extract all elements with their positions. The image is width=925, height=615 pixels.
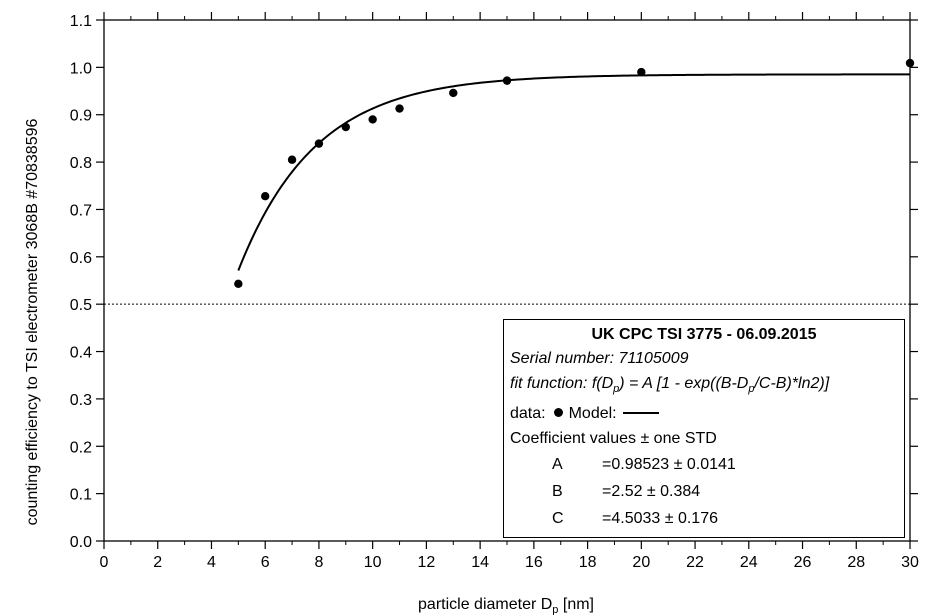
axes-layer: 0 2 4 6 8 10 12 14 16 18 20 22 24 26 28 300.00.10.20.30… [70, 12, 919, 571]
coefficient-name: C [552, 510, 564, 527]
legend-title: UK CPC TSI 3775 - 06.09.2015 [591, 326, 817, 343]
x-tick-label: 0 [100, 554, 109, 571]
data-point [502, 76, 512, 85]
y-tick-label: 0.0 [70, 534, 92, 551]
x-tick-label: 12 [418, 554, 436, 571]
y-tick-label: 0.5 [70, 297, 92, 314]
data-marker-icon [553, 408, 563, 418]
coefficient-value: =0.98523 ± 0.0141 [602, 456, 736, 473]
legend-serial: Serial number: 71105009 [510, 350, 689, 367]
x-tick-label: 26 [794, 554, 812, 571]
data-point [314, 139, 324, 148]
y-tick-label: 0.2 [70, 439, 92, 456]
x-tick-label: 24 [740, 554, 758, 571]
fit-curve [237, 73, 910, 271]
y-tick-label: 0.4 [70, 345, 92, 362]
coefficient-value: =2.52 ± 0.384 [602, 483, 701, 500]
legend-symbols: data: Model: [510, 405, 659, 423]
x-tick-label: 2 [153, 554, 162, 571]
x-tick-label: 10 [364, 554, 382, 571]
x-tick-label: 4 [207, 554, 216, 571]
x-tick-label: 30 [901, 554, 919, 571]
data-point [368, 115, 377, 124]
y-tick-label: 0.3 [70, 392, 92, 409]
x-tick-label: 6 [261, 554, 270, 571]
y-tick-label: 1.0 [70, 60, 92, 77]
legend-box: UK CPC TSI 3775 - 06.09.2015 Serial numb… [503, 319, 905, 538]
coefficient-name: B [552, 483, 563, 500]
y-axis-label: counting efficiency to TSI electrometer … [24, 119, 41, 526]
data-point [287, 155, 297, 164]
y-tick-label: 1.1 [70, 13, 92, 30]
data-points-layer [234, 58, 915, 289]
coefficient-name: A [552, 456, 563, 473]
y-tick-label: 0.6 [70, 250, 92, 267]
x-tick-label: 16 [525, 554, 543, 571]
data-point [905, 58, 915, 68]
y-tick-label: 0.9 [70, 108, 92, 125]
y-tick-label: 0.8 [70, 155, 92, 172]
legend-fit-function: fit function: f(Dp) = A [1 - exp((B-Dp/C… [510, 375, 830, 396]
data-point [449, 88, 458, 98]
data-point [234, 279, 243, 289]
x-tick-label: 18 [579, 554, 597, 571]
model-line-icon [622, 411, 659, 414]
legend-model-label: Model: [568, 405, 617, 422]
x-tick-label: 28 [847, 554, 865, 571]
x-tick-label: 20 [632, 554, 650, 571]
data-point [395, 104, 404, 113]
legend-data-label: data: [510, 405, 546, 422]
y-tick-label: 0.7 [70, 202, 92, 219]
coefficient-value: =4.5033 ± 0.176 [602, 510, 718, 527]
fit-curve-layer [237, 73, 910, 271]
data-point [261, 191, 270, 201]
data-point [637, 67, 646, 77]
y-tick-label: 0.1 [70, 487, 92, 504]
x-tick-label: 22 [686, 554, 704, 571]
x-tick-label: 14 [471, 554, 489, 571]
data-point [341, 122, 350, 132]
coefficient-header: Coefficient values ± one STD [510, 430, 717, 447]
x-tick-label: 8 [314, 554, 323, 571]
x-axis-label: particle diameter Dp [nm] [418, 596, 594, 615]
